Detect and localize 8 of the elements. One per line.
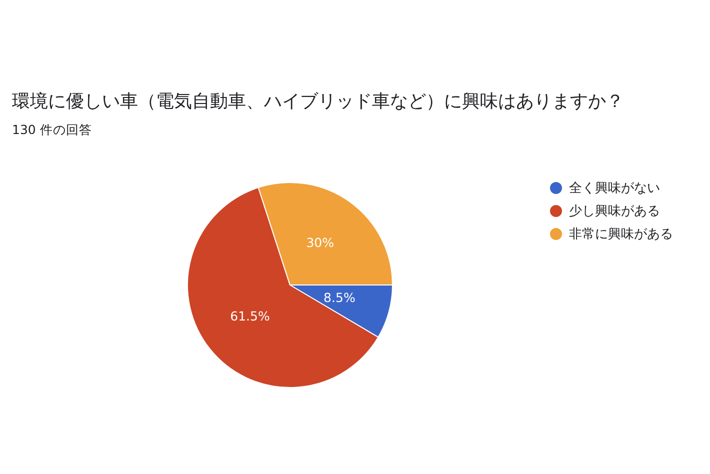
legend-label: 非常に興味がある xyxy=(569,226,673,242)
legend-label: 少し興味がある xyxy=(569,202,660,220)
chart-title: 環境に優しい車（電気自動車、ハイブリッド車など）に興味はありますか？ xyxy=(12,90,624,113)
text: 130 件の回答 xyxy=(12,122,92,139)
data-label: 30% xyxy=(306,234,334,250)
data-label: 8.5% xyxy=(324,290,356,305)
data-label: 61.5% xyxy=(230,308,270,324)
legend-label: 全く興味がない xyxy=(569,180,660,196)
